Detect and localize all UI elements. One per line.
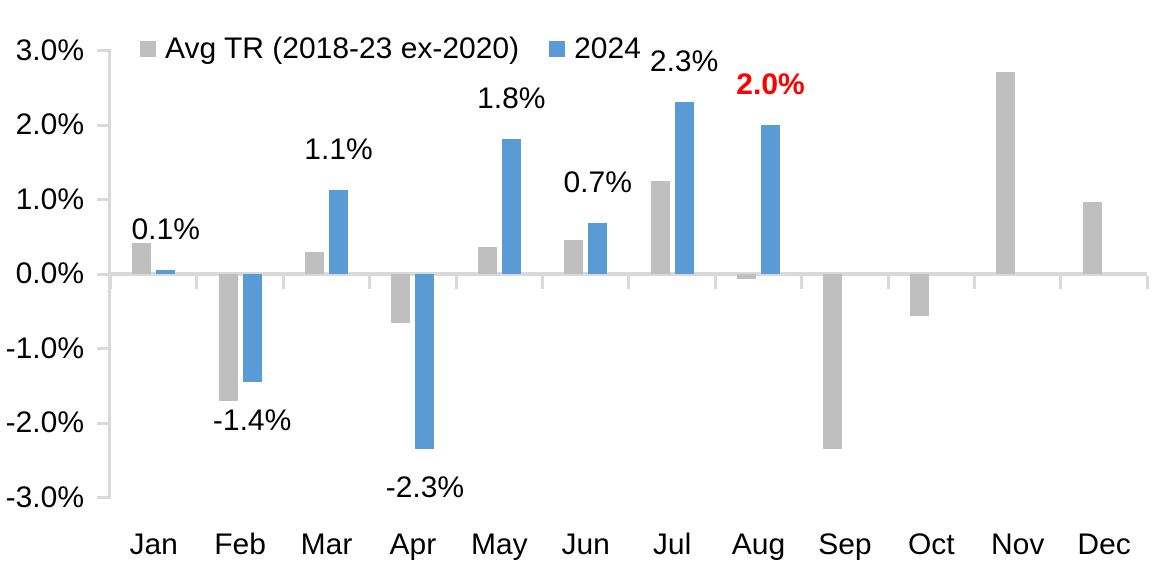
x-axis-tick-11 [1059,276,1063,289]
x-axis-label-may: May [470,528,528,561]
bar-avg-jan [132,242,152,274]
y-axis-label--3.0%: -3.0% [5,480,84,514]
y-axis-label-3.0%: 3.0% [15,33,84,67]
y-axis-label-2.0%: 2.0% [15,108,84,141]
x-axis-tick-7 [713,276,717,289]
y-axis-label-0.0%: 0.0% [15,257,84,290]
bar-avg-apr [391,274,411,324]
bar-2024-jan [156,270,176,274]
x-axis-tick-12 [1145,276,1149,289]
x-axis-label-dec: Dec [1077,528,1131,561]
data-label-2024-jan: 0.1% [131,213,200,247]
x-axis-tick-9 [886,276,890,289]
y-axis-tick--3.0% [96,496,111,499]
data-label-2024-feb: -1.4% [212,404,292,438]
x-axis-tick-3 [368,276,372,289]
x-axis-tick-8 [800,276,804,289]
bar-avg-jul [650,180,670,274]
x-axis-label-nov: Nov [991,528,1045,561]
bar-2024-jul [674,101,694,274]
bar-avg-nov [996,72,1016,274]
x-axis-line [107,272,1148,276]
bar-avg-mar [305,251,324,274]
x-axis-label-aug: Aug [731,528,786,561]
y-axis-label-1.0%: 1.0% [15,182,84,216]
x-axis-label-feb: Feb [214,528,266,561]
bar-2024-apr [415,274,435,450]
data-label-2024-jun: 0.7% [563,165,632,199]
data-label-2024-jul: 2.3% [649,44,719,78]
x-axis-label-apr: Apr [389,528,437,561]
x-axis-label-oct: Oct [907,528,955,561]
y-axis-label--2.0%: -2.0% [5,406,84,439]
chart-legend: Avg TR (2018-23 ex-2020) 2024 [140,32,641,66]
x-axis-tick-6 [627,276,631,289]
y-axis-label--1.0%: -1.0% [5,331,84,365]
legend-item-2024: 2024 [549,32,641,66]
bar-2024-aug [761,125,780,274]
y-axis-tick--1.0% [96,347,111,350]
y-axis-tick-0.0% [96,272,111,276]
bar-2024-may [501,139,521,274]
bar-avg-aug [737,274,756,280]
data-label-2024-mar: 1.1% [304,132,373,166]
x-axis-tick-4 [454,276,458,289]
x-axis-tick-1 [195,276,199,289]
y-axis-tick--2.0% [96,421,111,425]
data-label-2024-aug: 2.0% [736,68,805,101]
y-axis-tick-3.0% [96,49,111,52]
x-axis-label-jan: Jan [129,528,178,561]
x-axis-tick-0 [109,276,112,289]
legend-label-2024: 2024 [574,32,641,65]
legend-label-avg-tr: Avg TR (2018-23 ex-2020) [165,32,520,65]
bar-avg-may [477,247,497,274]
x-axis-tick-2 [281,276,285,289]
data-label-2024-may: 1.8% [477,82,546,116]
bar-avg-sep [823,274,843,450]
legend-item-avg-tr: Avg TR (2018-23 ex-2020) [140,32,519,66]
x-axis-label-mar: Mar [300,528,353,561]
bar-2024-jun [588,222,608,274]
bar-avg-oct [909,274,929,316]
data-label-2024-apr: -2.3% [385,471,465,505]
bar-avg-dec [1082,202,1102,274]
x-axis-label-jul: Jul [652,528,692,561]
bar-2024-feb [242,274,262,383]
x-axis-tick-10 [973,276,976,289]
x-axis-label-jun: Jun [561,528,610,561]
y-axis-tick-1.0% [96,198,111,201]
bar-avg-jun [564,239,584,274]
legend-swatch-2024 [549,41,566,57]
x-axis-tick-5 [541,276,544,289]
y-axis-tick-2.0% [96,123,111,127]
legend-swatch-avg-tr [140,41,156,57]
bar-avg-feb [218,274,238,402]
bar-2024-mar [329,189,348,274]
x-axis-label-sep: Sep [818,528,872,561]
